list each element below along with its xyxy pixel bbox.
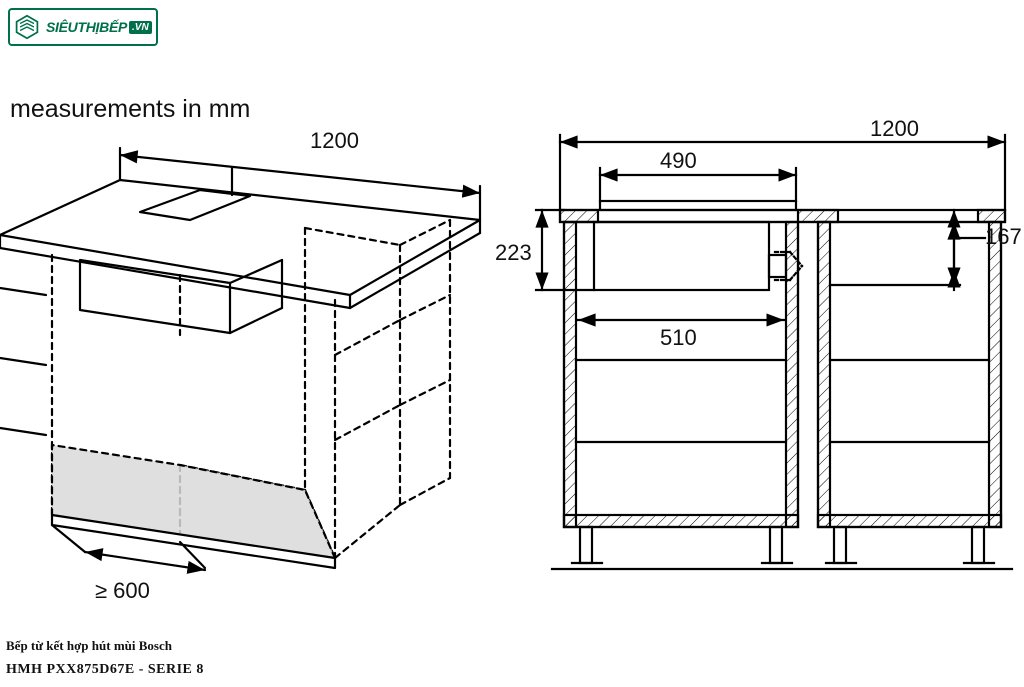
dim-elev-unit-height: 223 <box>495 240 532 265</box>
caption-line-2: HMH PXX875D67E - SERIE 8 <box>6 662 204 678</box>
dim-iso-bottom-depth: ≥ 600 <box>95 578 150 603</box>
dim-elev-top-width: 1200 <box>870 120 919 141</box>
caption-line-1: Bếp từ kết hợp hút mùi Bosch <box>6 638 172 654</box>
front-elevation-view <box>536 135 1012 569</box>
logo-text-suffix: .VN <box>129 21 152 34</box>
logo-text-main: SIÊUTHỊBẾP <box>46 19 127 35</box>
dim-iso-top-width: 1200 <box>310 128 359 153</box>
technical-drawing: 1200 ≥ 600 <box>0 120 1024 610</box>
dim-elev-hob-width: 490 <box>660 148 697 173</box>
isometric-view <box>0 148 480 570</box>
dim-elev-side-height: 167 <box>985 224 1022 249</box>
logo-hexagon-icon <box>14 14 40 40</box>
brand-logo: SIÊUTHỊBẾP .VN <box>8 8 158 46</box>
dim-elev-inside-depth: 510 <box>660 325 697 350</box>
